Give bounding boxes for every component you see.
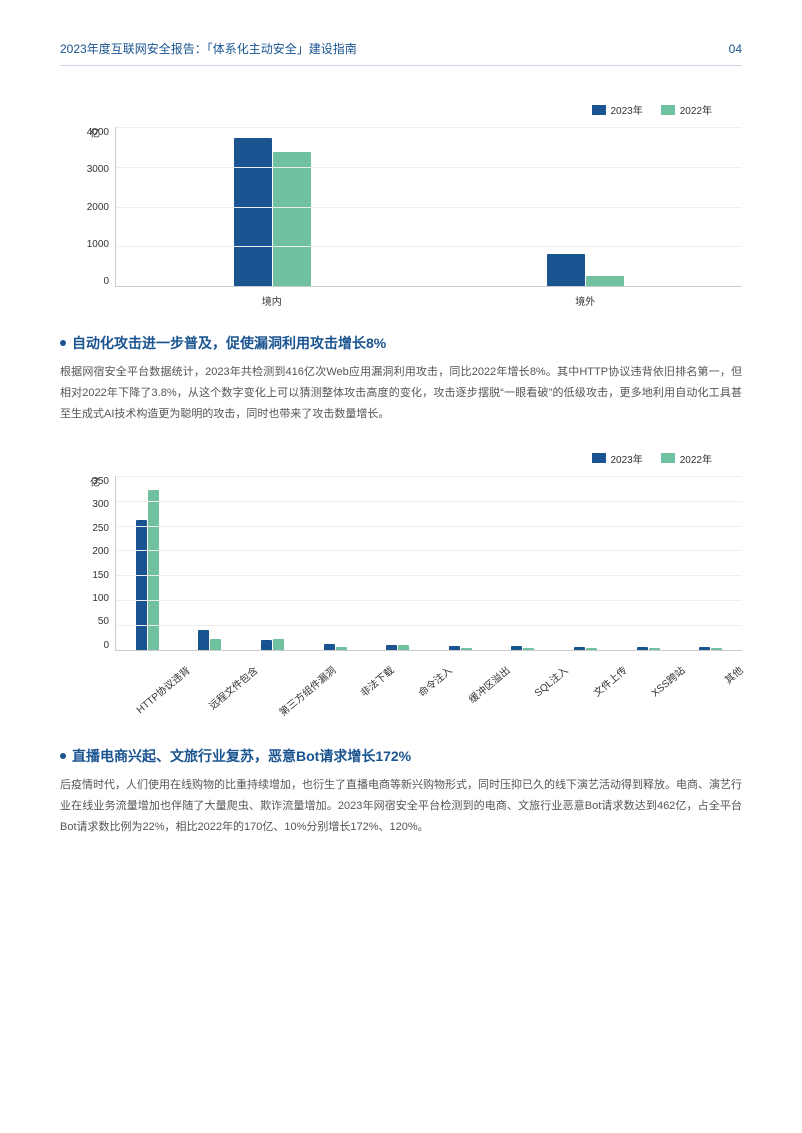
y-tick: 50 <box>98 616 109 627</box>
bar-2023 <box>198 630 209 650</box>
legend-label-2023: 2023年 <box>611 102 643 117</box>
bar-group <box>116 138 429 286</box>
y-tick: 300 <box>92 499 109 510</box>
chart2-bars <box>116 476 742 650</box>
chart2-wrap: 亿 350300250200150100500 <box>60 476 742 651</box>
chart2-y-axis: 350300250200150100500 <box>60 476 115 651</box>
section1-heading: 自动化攻击进一步普及，促使漏洞利用攻击增长8% <box>60 334 742 352</box>
bar-2022 <box>273 152 311 286</box>
bar-group <box>617 647 680 650</box>
bar-group <box>492 646 555 650</box>
y-tick: 200 <box>92 546 109 557</box>
chart1-legend: 2023年 2022年 <box>60 102 742 117</box>
section1-body: 根据网宿安全平台数据统计，2023年共检测到416亿次Web应用漏洞利用攻击，同… <box>60 362 742 425</box>
legend-swatch-2022 <box>661 105 675 115</box>
grid-line <box>116 476 742 477</box>
chart2-y-unit: 亿 <box>90 474 100 489</box>
chart-attack-types: 2023年 2022年 亿 350300250200150100500 HTTP… <box>60 451 742 705</box>
bar-2022 <box>586 276 624 286</box>
bar-2023 <box>637 647 648 650</box>
bullet-icon <box>60 340 66 346</box>
grid-line <box>116 625 742 626</box>
y-tick: 100 <box>92 593 109 604</box>
legend-label-2022: 2022年 <box>680 102 712 117</box>
bar-2022 <box>586 648 597 650</box>
legend-2022: 2022年 <box>661 102 712 117</box>
grid-line <box>116 575 742 576</box>
chart1-y-axis: 40003000200010000 <box>60 127 115 287</box>
bar-2023 <box>511 646 522 650</box>
bar-2022 <box>461 648 472 650</box>
legend-2023: 2023年 <box>592 102 643 117</box>
bar-2023 <box>699 647 710 650</box>
bar-2022 <box>649 648 660 650</box>
bar-2023 <box>136 520 147 650</box>
bar-2023 <box>324 644 335 650</box>
legend-2023-b: 2023年 <box>592 451 643 466</box>
section2-heading-text: 直播电商兴起、文旅行业复苏，恶意Bot请求增长172% <box>72 747 411 765</box>
bar-2023 <box>449 646 460 650</box>
section2-body: 后疫情时代，人们使用在线购物的比重持续增加，也衍生了直播电商等新兴购物形式，同时… <box>60 775 742 838</box>
y-tick: 0 <box>103 640 109 651</box>
grid-line <box>116 246 742 247</box>
y-tick: 3000 <box>87 164 109 175</box>
x-label: 第三方组件漏洞 <box>275 657 366 744</box>
bar-group <box>366 645 429 650</box>
grid-line <box>116 501 742 502</box>
grid-line <box>116 526 742 527</box>
grid-line <box>116 207 742 208</box>
header-title: 2023年度互联网安全报告：「体系化主动安全」建设指南 <box>60 40 357 57</box>
legend-swatch-2023-b <box>592 453 606 463</box>
bar-2023 <box>574 647 585 650</box>
bar-group <box>429 254 742 286</box>
legend-label-2023-b: 2023年 <box>611 451 643 466</box>
x-label: 其他 <box>697 657 772 731</box>
bar-2022 <box>523 648 534 650</box>
chart1-x-labels: 境内境外 <box>115 293 742 308</box>
chart1-y-unit: 亿 <box>90 125 100 140</box>
page-number: 04 <box>729 42 742 56</box>
legend-swatch-2022-b <box>661 453 675 463</box>
x-label: 远程文件包含 <box>205 657 288 737</box>
section2-heading: 直播电商兴起、文旅行业复苏，恶意Bot请求增长172% <box>60 747 742 765</box>
grid-line <box>116 167 742 168</box>
chart2-x-labels: HTTP协议违背远程文件包含第三方组件漏洞非法下载命令注入缓冲区溢出SQL注入文… <box>115 657 742 705</box>
x-label: 境内 <box>115 293 429 308</box>
chart2-legend: 2023年 2022年 <box>60 451 742 466</box>
bar-group <box>241 639 304 650</box>
x-label: 境外 <box>429 293 743 308</box>
bar-group <box>179 630 242 650</box>
legend-swatch-2023 <box>592 105 606 115</box>
chart2-plot <box>115 476 742 651</box>
bullet-icon-b <box>60 753 66 759</box>
legend-label-2022-b: 2022年 <box>680 451 712 466</box>
grid-line <box>116 127 742 128</box>
y-tick: 0 <box>103 276 109 287</box>
y-tick: 1000 <box>87 239 109 250</box>
bar-2023 <box>234 138 272 286</box>
grid-line <box>116 600 742 601</box>
page-header: 2023年度互联网安全报告：「体系化主动安全」建设指南 04 <box>60 40 742 66</box>
bar-2023 <box>261 640 272 650</box>
bar-group <box>304 644 367 650</box>
y-tick: 250 <box>92 523 109 534</box>
grid-line <box>116 550 742 551</box>
chart-domestic-overseas: 2023年 2022年 亿 40003000200010000 境内境外 <box>60 102 742 308</box>
bar-group <box>679 647 742 650</box>
bar-2022 <box>711 648 722 650</box>
y-tick: 150 <box>92 570 109 581</box>
bar-group <box>429 646 492 650</box>
bar-group <box>554 647 617 650</box>
bar-2022 <box>336 647 347 650</box>
bar-2023 <box>547 254 585 286</box>
legend-2022-b: 2022年 <box>661 451 712 466</box>
bar-2022 <box>210 639 221 650</box>
bar-2022 <box>398 645 409 650</box>
y-tick: 2000 <box>87 202 109 213</box>
chart1-plot <box>115 127 742 287</box>
chart1-wrap: 亿 40003000200010000 <box>60 127 742 287</box>
bar-2022 <box>273 639 284 650</box>
bar-2023 <box>386 645 397 650</box>
section1-heading-text: 自动化攻击进一步普及，促使漏洞利用攻击增长8% <box>72 334 386 352</box>
